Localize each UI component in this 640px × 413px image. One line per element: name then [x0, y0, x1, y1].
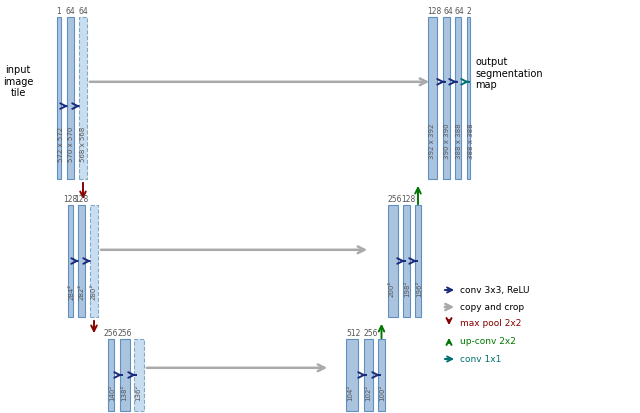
Text: 572 x 572: 572 x 572 [58, 126, 64, 161]
Bar [443, 17, 450, 179]
Text: 102²: 102² [365, 385, 371, 401]
Bar [428, 17, 437, 179]
Text: 256: 256 [104, 329, 118, 338]
Text: 100²: 100² [379, 385, 385, 401]
Text: 64: 64 [444, 7, 453, 16]
Text: 512: 512 [347, 329, 361, 338]
Text: 64: 64 [454, 7, 464, 16]
Text: max pool 2x2: max pool 2x2 [460, 318, 522, 328]
Text: 128: 128 [401, 195, 415, 204]
Bar [364, 339, 373, 411]
Text: 128: 128 [74, 195, 88, 204]
Bar [78, 205, 85, 317]
Text: 388 x 388: 388 x 388 [468, 123, 474, 159]
Bar [403, 205, 410, 317]
Bar [134, 339, 144, 411]
Text: 128: 128 [428, 7, 442, 16]
Text: 1: 1 [56, 7, 61, 16]
Bar [57, 17, 61, 179]
Text: 388 x 388: 388 x 388 [456, 123, 462, 159]
Bar [346, 339, 358, 411]
Text: 104²: 104² [347, 385, 353, 401]
Text: 200²: 200² [389, 281, 395, 297]
Text: input
image
tile: input image tile [3, 65, 33, 98]
Text: 198²: 198² [404, 281, 410, 297]
Text: 280²: 280² [91, 284, 97, 300]
Text: 256: 256 [118, 329, 132, 338]
Bar [415, 205, 421, 317]
Text: 2: 2 [466, 7, 471, 16]
Text: 284²: 284² [69, 284, 75, 300]
Text: conv 1x1: conv 1x1 [460, 354, 501, 363]
Bar [67, 17, 74, 179]
Text: 138²: 138² [121, 385, 127, 401]
Bar [108, 339, 114, 411]
Text: 256: 256 [364, 329, 378, 338]
Bar [120, 339, 130, 411]
Text: up-conv 2x2: up-conv 2x2 [460, 337, 516, 346]
Text: 390 x 390: 390 x 390 [444, 123, 450, 159]
Bar [467, 17, 470, 179]
Text: 282²: 282² [79, 284, 85, 300]
Bar [68, 205, 73, 317]
Text: 196²: 196² [416, 281, 422, 297]
Bar [455, 17, 461, 179]
Bar [388, 205, 398, 317]
Text: 64: 64 [66, 7, 76, 16]
Text: 128: 128 [63, 195, 77, 204]
Text: 64: 64 [78, 7, 88, 16]
Text: 570 x 570: 570 x 570 [68, 126, 74, 161]
Text: 568 x 568: 568 x 568 [80, 126, 86, 161]
Bar [79, 17, 87, 179]
Text: copy and crop: copy and crop [460, 302, 524, 311]
Bar [90, 205, 98, 317]
Text: output
segmentation
map: output segmentation map [475, 57, 543, 90]
Text: 140²: 140² [109, 385, 115, 401]
Text: 392 x 392: 392 x 392 [429, 123, 435, 159]
Text: conv 3x3, ReLU: conv 3x3, ReLU [460, 285, 529, 294]
Text: 256: 256 [388, 195, 403, 204]
Bar [378, 339, 385, 411]
Text: 136²: 136² [135, 385, 141, 401]
